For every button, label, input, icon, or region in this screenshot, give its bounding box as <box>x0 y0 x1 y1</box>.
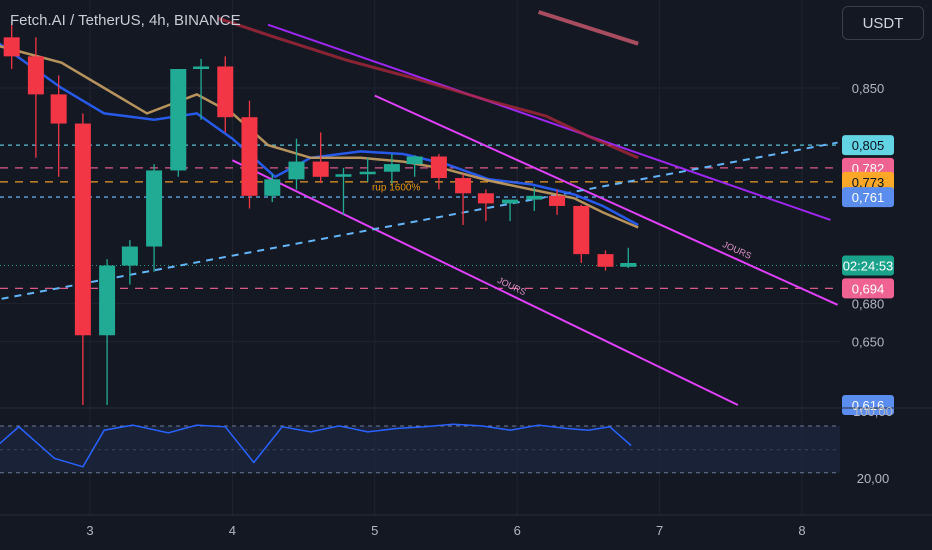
trendlines: JOURS JOURS <box>0 23 839 406</box>
price-tag-bottom: 0,616 <box>852 398 885 413</box>
candle-body-23 <box>549 195 566 206</box>
trendline-label-2: JOURS <box>496 275 528 297</box>
trendline-1 <box>374 94 839 306</box>
candle-body-5 <box>121 246 138 266</box>
x-tick-5: 5 <box>371 523 378 538</box>
candle-body-19 <box>455 178 472 194</box>
candle-body-18 <box>430 156 447 179</box>
horizontal-levels <box>0 144 840 290</box>
candle-body-0 <box>3 37 20 57</box>
price-tag-0,694-bg <box>842 278 894 299</box>
x-tick-4: 4 <box>229 523 236 538</box>
price-tag-0,694: 0,694 <box>852 281 885 296</box>
trendline-0 <box>267 23 831 221</box>
trendline-2 <box>231 159 739 406</box>
candle-body-10 <box>241 117 258 196</box>
x-tick-6: 6 <box>514 523 521 538</box>
candle-body-24 <box>573 205 590 255</box>
chart-title: Fetch.AI / TetherUS, 4h, BINANCE <box>10 12 241 29</box>
candle-body-15 <box>359 171 376 175</box>
price-tag-0,761: 0,761 <box>852 190 885 205</box>
price-tag-0,773: 0,773 <box>852 175 885 190</box>
candle-body-11 <box>264 179 281 196</box>
candle-body-26 <box>620 263 637 267</box>
x-tick-8: 8 <box>798 523 805 538</box>
candle-body-1 <box>27 56 44 95</box>
candle-body-4 <box>99 265 116 336</box>
moving-averages <box>0 10 639 229</box>
price-tag-0,805: 0,805 <box>852 138 885 153</box>
price-tag-bottom-bg <box>842 395 894 415</box>
oscillator-tick-20,00: 20,00 <box>857 471 890 486</box>
candle-body-9 <box>217 66 234 118</box>
candle-body-20 <box>477 193 494 204</box>
trendline-3 <box>0 141 838 301</box>
moving-average-2 <box>217 16 639 160</box>
annotation-text: rup 1600% <box>372 183 420 194</box>
candle-body-3 <box>74 123 91 336</box>
candle-body-14 <box>335 174 352 177</box>
oscillator-tick-100,00: 100,00 <box>853 404 893 419</box>
oscillator-pane: 100,00 20,00 <box>0 404 932 486</box>
price-tag-0,805-bg <box>842 135 894 156</box>
price-tag-0,773-bg <box>842 171 894 192</box>
x-tick-7: 7 <box>656 523 663 538</box>
candle-body-13 <box>312 161 329 177</box>
y-tick-0,650: 0,650 <box>852 335 885 350</box>
candle-body-21 <box>502 199 519 204</box>
price-axis: 0,8500,6800,6500,8050,7820,7730,7610,694… <box>842 81 894 415</box>
candles <box>3 24 637 405</box>
candle-body-17 <box>406 156 423 165</box>
y-tick-0,680: 0,680 <box>852 297 885 312</box>
currency-button[interactable]: USDT <box>842 6 924 40</box>
moving-average-1 <box>0 44 639 229</box>
candle-body-22 <box>526 195 543 200</box>
candle-body-16 <box>383 164 400 172</box>
time-axis: 3 4 5 6 7 8 <box>0 514 932 538</box>
price-tag-0,761-bg <box>842 187 894 208</box>
trendline-label-1: JOURS <box>721 239 753 261</box>
x-tick-3: 3 <box>86 523 93 538</box>
y-tick-0,850: 0,850 <box>852 81 885 96</box>
oscillator-line <box>0 423 632 468</box>
candle-body-7 <box>170 69 187 171</box>
moving-average-0 <box>0 42 639 227</box>
candle-body-12 <box>288 161 305 180</box>
candle-body-25 <box>597 254 614 267</box>
moving-average-top <box>537 10 639 46</box>
countdown-tag: 02:24:53 <box>843 259 894 274</box>
candle-body-8 <box>193 66 210 70</box>
countdown-tag-bg <box>842 255 894 276</box>
candle-body-6 <box>146 170 163 247</box>
candle-body-2 <box>50 94 67 124</box>
